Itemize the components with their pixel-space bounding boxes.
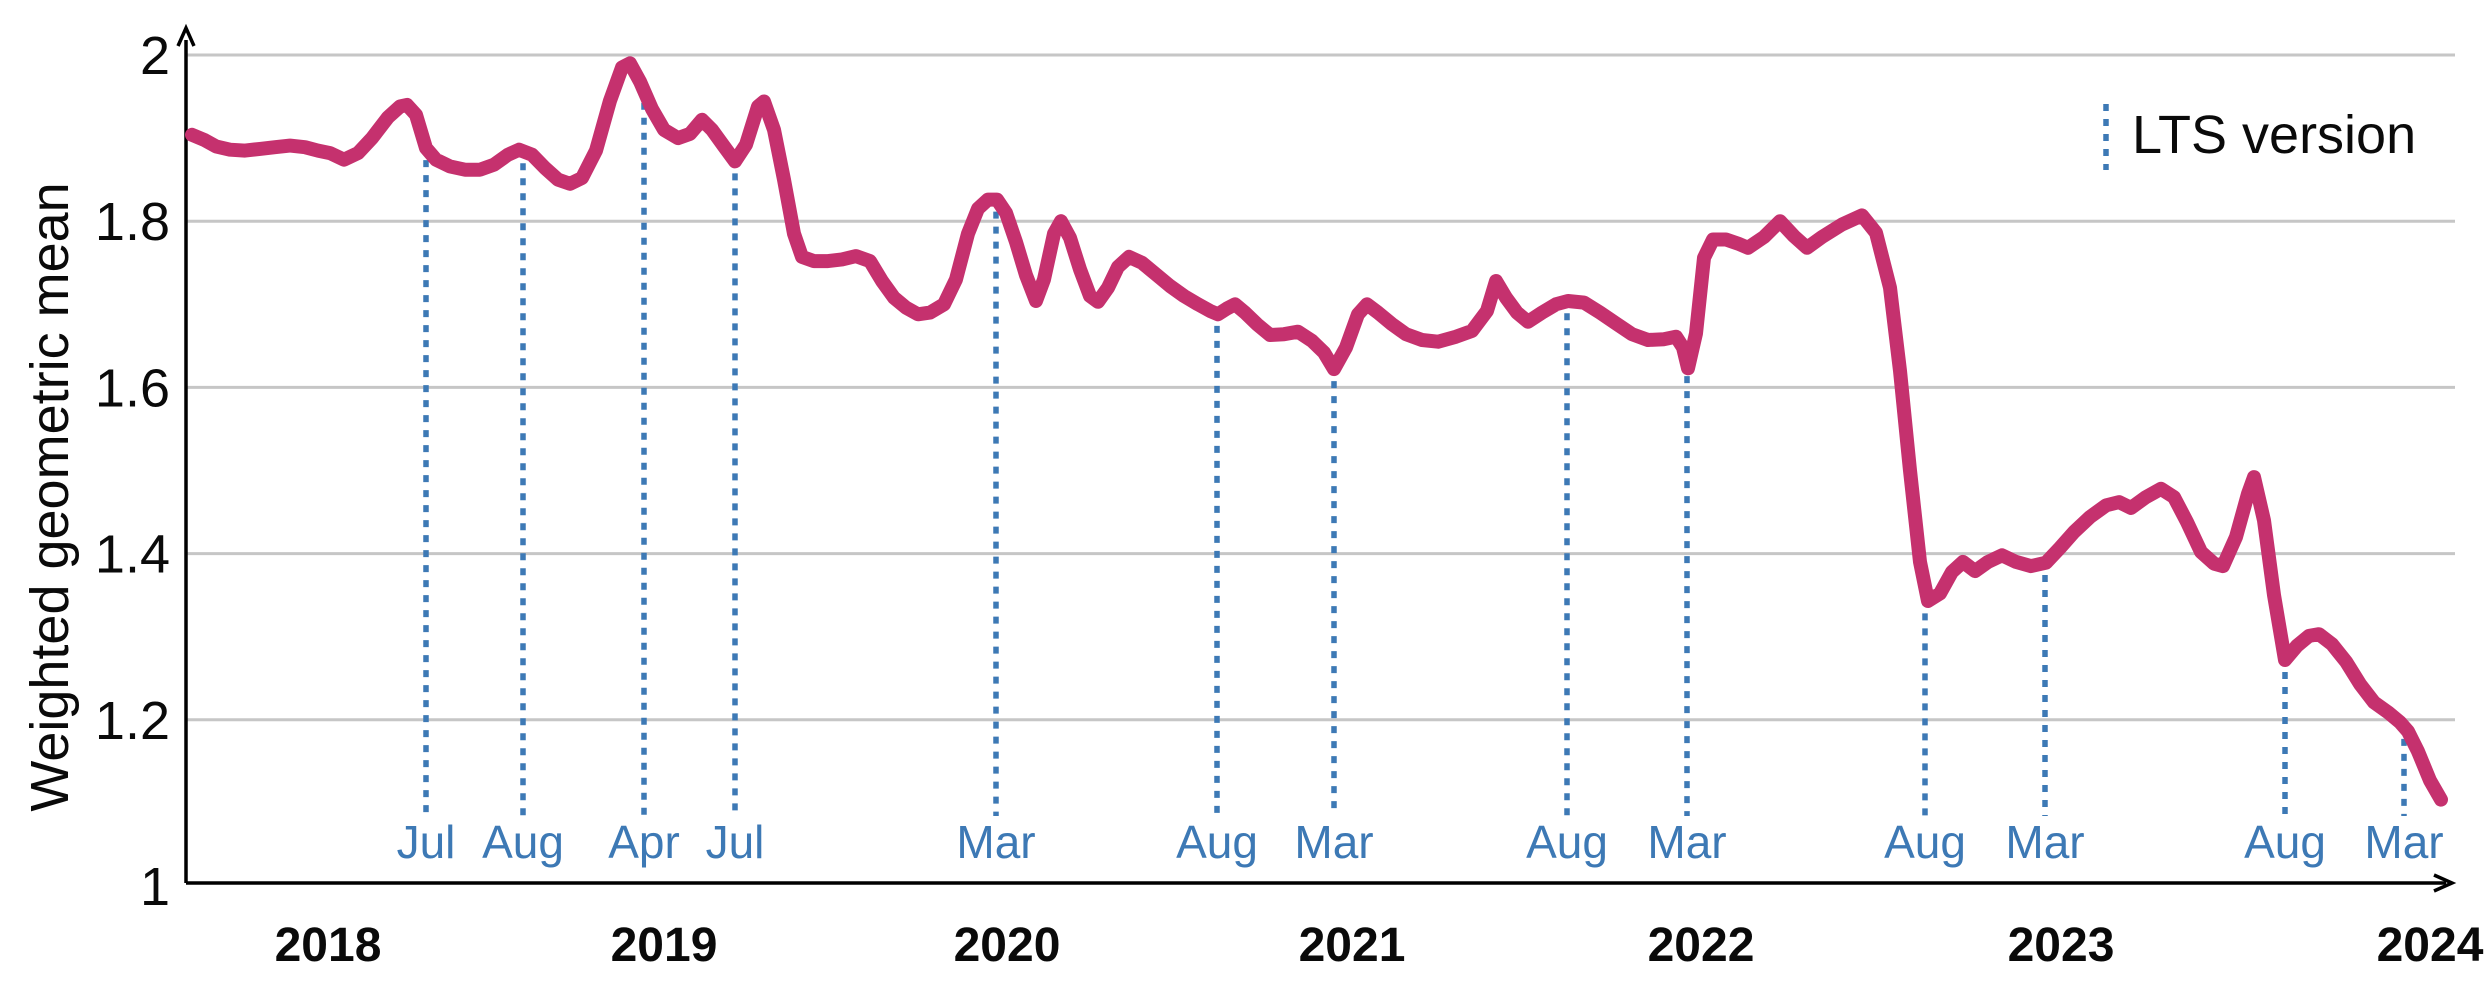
lts-month-label: Jul bbox=[397, 816, 456, 868]
lts-month-label: Jul bbox=[706, 816, 765, 868]
year-tick-label: 2022 bbox=[1648, 919, 1755, 972]
lts-month-label: Mar bbox=[1647, 816, 1726, 868]
y-tick-label: 1.4 bbox=[95, 525, 170, 585]
lts-month-label: Mar bbox=[2005, 816, 2084, 868]
lts-month-label: Aug bbox=[1176, 816, 1258, 868]
y-tick-label: 1.2 bbox=[95, 691, 170, 751]
lts-month-label: Apr bbox=[608, 816, 680, 868]
lts-month-label: Mar bbox=[2364, 816, 2443, 868]
lts-month-labels: Jul Aug Apr Jul Mar Aug Mar Aug Mar Aug Mar Aug Mar bbox=[397, 816, 2444, 868]
year-tick-label: 2018 bbox=[275, 919, 382, 972]
legend: LTS version bbox=[2103, 104, 2416, 170]
year-tick-label: 2021 bbox=[1299, 919, 1406, 972]
legend-label: LTS version bbox=[2132, 105, 2416, 165]
year-tick-label: 2020 bbox=[954, 919, 1061, 972]
axes bbox=[176, 23, 2457, 893]
lts-month-label: Mar bbox=[1294, 816, 1373, 868]
y-tick-label: 1.6 bbox=[95, 358, 170, 418]
lts-month-label: Aug bbox=[1526, 816, 1608, 868]
gridlines bbox=[186, 53, 2455, 722]
y-tick-label: 1 bbox=[140, 857, 170, 917]
year-tick-label: 2023 bbox=[2008, 919, 2115, 972]
year-tick-label: 2024 bbox=[2377, 919, 2484, 972]
x-axis-year-labels: 2018 2019 2020 2021 2022 2023 2024 bbox=[275, 919, 2484, 972]
y-axis-title: Weighted geometric mean bbox=[20, 182, 80, 811]
series-line bbox=[185, 56, 2448, 807]
lts-month-label: Aug bbox=[2244, 816, 2326, 868]
y-axis-tick-labels: 2 1.8 1.6 1.4 1.2 1 bbox=[95, 26, 170, 917]
lts-month-label: Mar bbox=[956, 816, 1035, 868]
lts-month-label: Aug bbox=[482, 816, 564, 868]
year-tick-label: 2019 bbox=[611, 919, 718, 972]
lts-marker-lines bbox=[423, 102, 2407, 816]
data-series bbox=[185, 56, 2448, 807]
x-axis-arrow-icon bbox=[2433, 873, 2457, 893]
y-tick-label: 1.8 bbox=[95, 192, 170, 252]
lts-month-label: Aug bbox=[1884, 816, 1966, 868]
y-axis-arrow-icon bbox=[176, 23, 196, 47]
y-tick-label: 2 bbox=[140, 26, 170, 86]
